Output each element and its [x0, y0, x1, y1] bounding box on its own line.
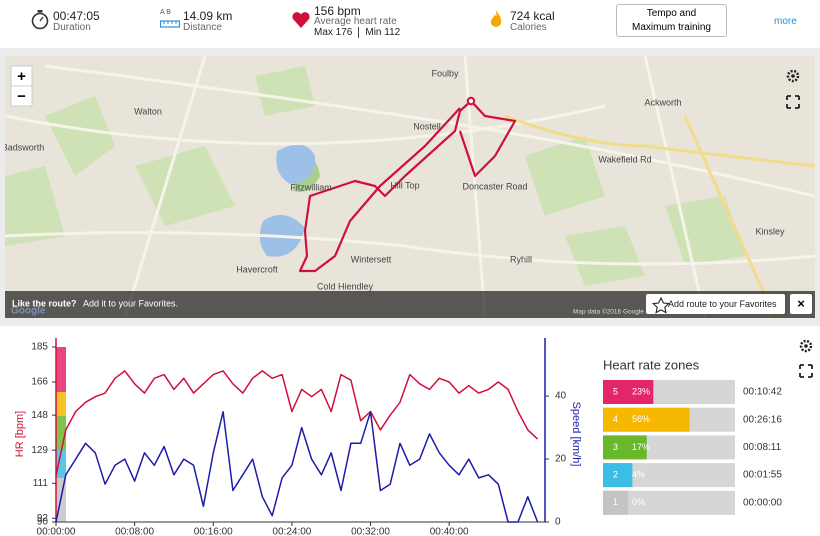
x-tick-label: 00:00:00: [37, 527, 76, 536]
flame-icon: [490, 10, 502, 27]
y-tick-label: 166: [31, 377, 48, 388]
stopwatch-icon: [31, 10, 49, 30]
close-button[interactable]: [790, 294, 812, 314]
series-line: [55, 370, 539, 477]
y-axis-label: HR [bpm]: [14, 411, 26, 457]
zone-bar: [628, 435, 647, 460]
zone-bar: [628, 380, 654, 404]
zone-number: 5: [613, 386, 618, 396]
hr-max: Max 176: [314, 27, 353, 38]
hr-min: Min 112: [365, 27, 401, 38]
close-label[interactable]: ×: [797, 296, 805, 311]
more-link[interactable]: more: [774, 16, 797, 27]
y2-tick-label: 20: [555, 454, 567, 465]
zone-number-box: [603, 463, 628, 488]
zoom-out-button[interactable]: [10, 85, 33, 107]
zones-title: Heart rate zones: [603, 357, 700, 372]
x-tick-label: 00:24:00: [272, 527, 311, 536]
map-place-label: Nostell: [413, 121, 441, 131]
map-place-label: Badsworth: [5, 142, 44, 152]
zone-number-box: [603, 407, 628, 432]
zone-number: 3: [613, 442, 618, 452]
map-place-label: Wintersett: [351, 254, 392, 264]
map-settings-icon[interactable]: [786, 69, 800, 83]
route-map: Foulby Walton Ackworth Nostell Wakefield Rd D…: [5, 56, 815, 318]
zone-time: 00:10:42: [743, 387, 782, 398]
y2-tick-label: 0: [555, 517, 561, 528]
star-icon[interactable]: [651, 296, 671, 314]
map-place-label: Kinsley: [755, 226, 785, 236]
map-place-label: Doncaster Road: [462, 181, 527, 191]
zone-number-box: [603, 490, 628, 515]
y-tick-label: 90: [37, 517, 49, 528]
distance-label: Distance: [183, 22, 222, 33]
x-tick-label: 00:08:00: [115, 527, 154, 536]
y-tick-label: 185: [31, 342, 48, 353]
ruler-icon: [160, 20, 180, 28]
stats-header: 00:47:05 Duration A B 14.09 km Distance …: [0, 0, 820, 48]
zone-time: 00:01:55: [743, 470, 782, 481]
y-tick-label: 111: [33, 478, 49, 489]
zone-percent: 56%: [632, 414, 650, 424]
y-tick-label: 92: [37, 513, 49, 524]
map-place-label: Ryhill: [510, 254, 532, 264]
map-place-label: Foulby: [431, 68, 459, 78]
hr-range: Max 176 Min 112: [314, 27, 400, 38]
map-place-label: Cold Hiendley: [317, 281, 374, 291]
favorite-button[interactable]: [646, 294, 785, 314]
duration-label: Duration: [53, 22, 91, 33]
zone-time: 00:08:11: [743, 442, 782, 453]
zoom-out[interactable]: −: [17, 88, 26, 105]
map-place-label: Walton: [134, 106, 162, 116]
zone-number: 4: [613, 414, 618, 424]
map-attribution: Map data ©2016 Google: [573, 308, 644, 316]
zone-time: 00:26:16: [743, 414, 782, 425]
distance-ab: A B: [160, 9, 171, 16]
map-place-label: Ackworth: [644, 97, 681, 107]
zone-number-box: [603, 380, 628, 404]
map-place-label: Hill Top: [390, 180, 419, 190]
zone-number: 1: [613, 497, 618, 507]
google-logo: Google: [11, 306, 46, 317]
heart-icon: [292, 12, 310, 28]
y-tick-label: 148: [31, 410, 48, 421]
zone-number: 2: [613, 469, 618, 479]
hr-label: Average heart rate: [314, 16, 397, 27]
panel-expand-icon[interactable]: [799, 364, 813, 378]
hr-value: 156 bpm: [314, 4, 361, 18]
banner-text: Add it to your Favorites.: [83, 298, 178, 308]
calories-label: Calories: [510, 22, 547, 33]
distance-value: 14.09 km: [183, 9, 233, 23]
zone-time: 00:00:00: [743, 497, 782, 508]
zone-percent: 23%: [632, 386, 650, 396]
calories-value: 724 kcal: [510, 9, 555, 23]
banner-bold: Like the route?: [12, 298, 77, 308]
map-place-label: Fitzwilliam: [290, 182, 332, 192]
zone-percent: 0%: [632, 497, 645, 507]
zone-bar: [628, 407, 690, 432]
zoom-in[interactable]: +: [17, 68, 26, 85]
zone-bar: [628, 463, 633, 488]
map-expand-icon[interactable]: [786, 95, 800, 109]
favorite-label[interactable]: Add route to your Favorites: [668, 299, 777, 309]
series-line: [55, 411, 539, 523]
map-place-label: Havercroft: [236, 264, 278, 274]
y2-axis-label: Speed [km/h]: [570, 402, 582, 467]
x-tick-label: 00:40:00: [430, 527, 469, 536]
duration-value: 00:47:05: [53, 9, 100, 23]
y-tick-label: 129: [31, 445, 48, 456]
zone-percent: 4%: [632, 469, 645, 479]
panel-settings-icon[interactable]: [799, 339, 813, 353]
x-tick-label: 00:32:00: [351, 527, 390, 536]
zone-percent: 17%: [632, 442, 650, 452]
training-button[interactable]: Tempo and Maximum training: [616, 4, 727, 37]
x-tick-label: 00:16:00: [194, 527, 233, 536]
zone-number-box: [603, 435, 628, 460]
y2-tick-label: 40: [555, 391, 567, 402]
map-place-label: Wakefield Rd: [598, 154, 651, 164]
